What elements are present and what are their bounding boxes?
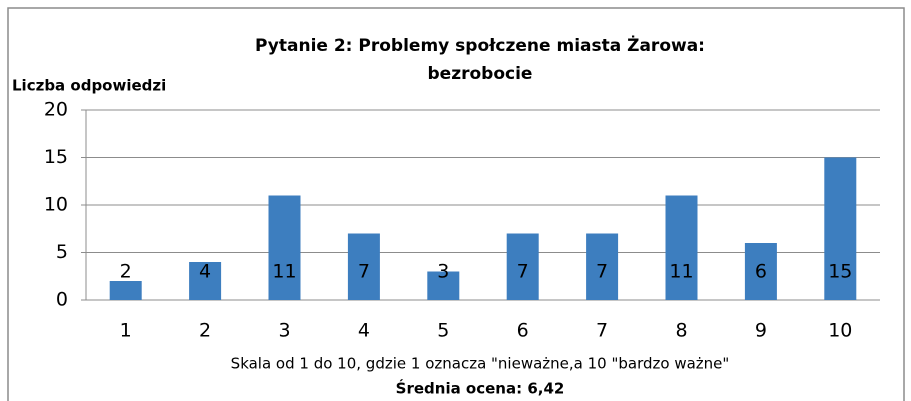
x-tick-label: 9 [755,320,767,342]
y-axis-label: Liczba odpowiedzi [12,77,166,95]
data-label: 7 [596,261,608,283]
bar [744,243,777,300]
bar [427,271,460,300]
x-tick-label: 6 [517,320,529,342]
y-tick-label: 15 [44,146,68,168]
x-tick-label: 8 [675,320,687,342]
data-label: 4 [199,261,211,283]
y-tick-label: 5 [56,241,68,263]
x-tick-label: 1 [120,320,132,342]
data-label: 7 [358,261,370,283]
data-label: 2 [120,261,132,283]
data-label: 3 [437,261,449,283]
x-tick-label: 5 [437,320,449,342]
data-label: 15 [828,261,852,283]
y-tick-label: 20 [44,99,68,121]
chart-title: Pytanie 2: Problemy społczene miasta Żar… [255,34,705,56]
bar [268,195,301,300]
bar [586,233,619,300]
chart-title: bezrobocie [428,64,533,84]
x-axis-label: Skala od 1 do 10, gdzie 1 oznacza "niewa… [231,355,730,373]
x-tick-label: 3 [278,320,290,342]
bar [506,233,539,300]
x-tick-label: 10 [828,320,852,342]
bar [665,195,698,300]
annotation: Średnia ocena: 6,42 [396,379,565,398]
x-tick-label: 2 [199,320,211,342]
data-label: 6 [755,261,767,283]
y-tick-label: 0 [56,289,68,311]
bar [189,262,222,300]
bar [824,157,857,300]
data-label: 7 [517,261,529,283]
x-tick-label: 7 [596,320,608,342]
y-tick-label: 10 [44,194,68,216]
data-label: 11 [272,261,296,283]
bar [347,233,380,300]
data-label: 11 [669,261,693,283]
x-tick-label: 4 [358,320,370,342]
bar [109,281,142,300]
